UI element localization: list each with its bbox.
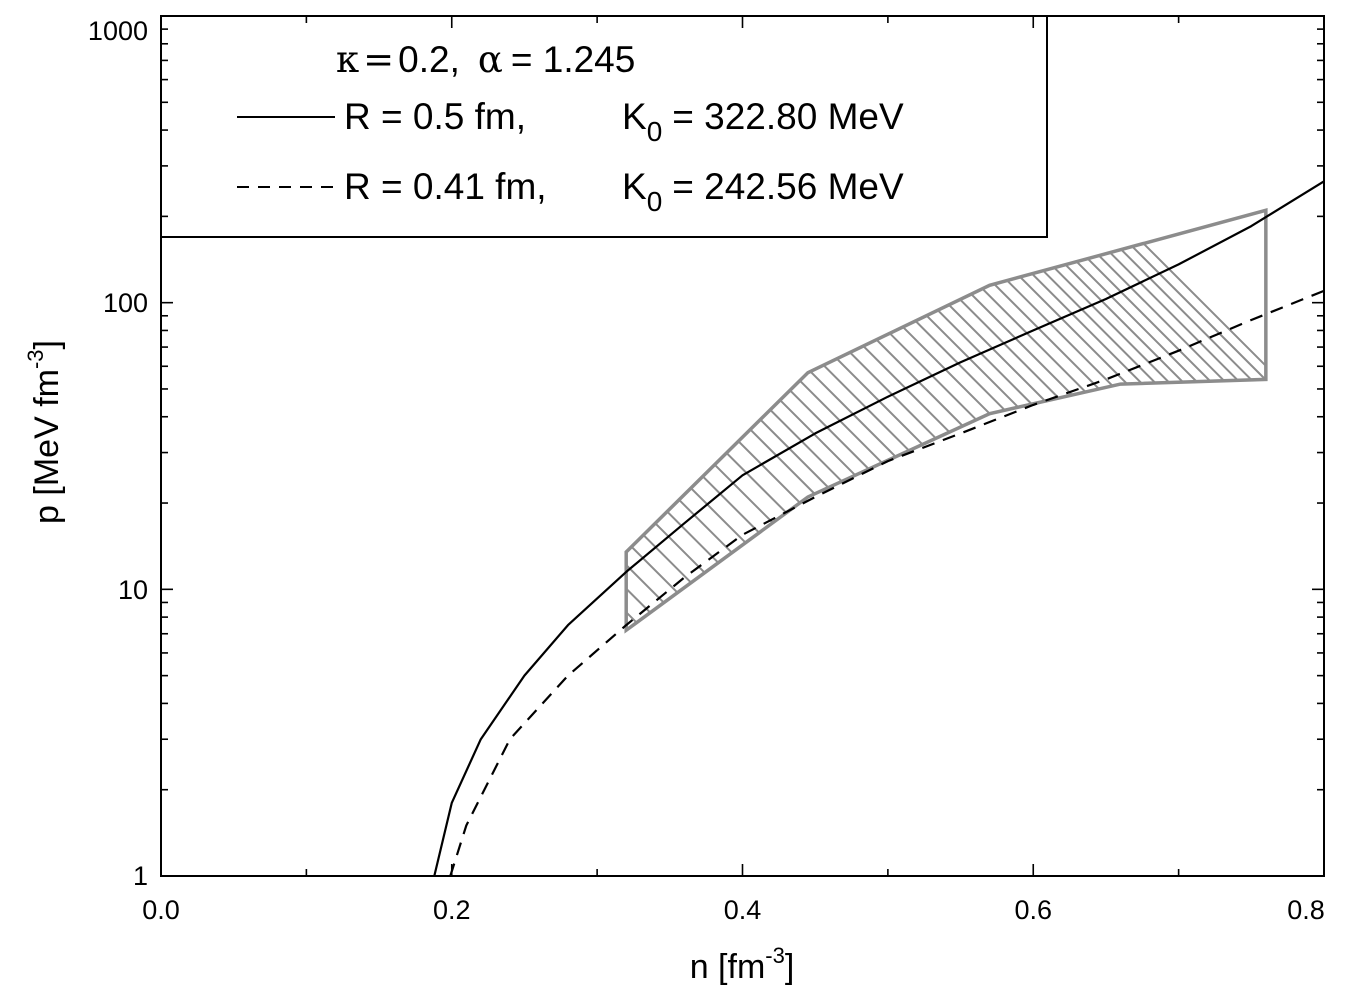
series-solid-line xyxy=(433,180,1324,876)
series-dashed-line xyxy=(449,289,1324,876)
hatched-band xyxy=(624,208,1268,634)
series-lines xyxy=(433,180,1324,876)
x-axis-title-sup: -3 xyxy=(765,943,785,968)
x-axis-title-end: ] xyxy=(785,948,794,986)
legend-k-value: = 242.56 MeV xyxy=(672,166,904,207)
y-axis-title: p [MeV fm-3] xyxy=(23,340,66,524)
legend-box xyxy=(160,15,1048,238)
x-axis-title: n [fm-3] xyxy=(690,943,795,986)
band-outline xyxy=(624,208,1268,634)
alpha-symbol: α xyxy=(478,38,503,81)
x-tick-label: 0.8 xyxy=(1287,895,1325,925)
legend: κ = 0.2, α = 1.245 R = 0.5 fm, K0 = 322.80 MeV… xyxy=(237,38,904,217)
x-tick-labels: 0.0 0.2 0.4 0.6 0.8 xyxy=(142,895,1325,925)
legend-k-sub: 0 xyxy=(647,116,663,147)
x-tick-label: 0.0 xyxy=(142,895,180,925)
legend-k-sub: 0 xyxy=(647,186,663,217)
legend-entry-solid: R = 0.5 fm, K0 = 322.80 MeV xyxy=(344,96,904,147)
y-axis-title-base: p [MeV fm xyxy=(28,369,66,524)
x-tick-label: 0.6 xyxy=(1014,895,1052,925)
kappa-symbol: κ xyxy=(336,38,359,81)
x-tick-label: 0.4 xyxy=(724,895,762,925)
legend-entry-dashed: R = 0.41 fm, K0 = 242.56 MeV xyxy=(344,166,904,217)
legend-k-main: K xyxy=(622,96,647,137)
legend-header: κ = 0.2, α = 1.245 xyxy=(336,38,635,81)
y-tick-label: 10 xyxy=(118,575,148,605)
y-tick-labels: 1 10 100 1000 xyxy=(88,16,148,891)
y-tick-label: 1000 xyxy=(88,16,148,46)
x-tick-label: 0.2 xyxy=(433,895,471,925)
y-axis-title-sup: -3 xyxy=(23,349,48,369)
axis-ticks xyxy=(160,16,1325,877)
band-hatch-lines xyxy=(626,210,1266,627)
legend-r-text: R = 0.5 fm, xyxy=(344,96,526,137)
y-tick-label: 100 xyxy=(103,288,148,318)
alpha-value: = 1.245 xyxy=(511,39,635,80)
y-tick-label: 1 xyxy=(133,861,148,891)
kappa-value: 0.2, xyxy=(398,39,460,80)
legend-r-text: R = 0.41 fm, xyxy=(344,166,547,207)
legend-k-value: = 322.80 MeV xyxy=(672,96,904,137)
kappa-equals: = xyxy=(363,38,394,81)
y-axis-title-end: ] xyxy=(28,340,66,349)
x-axis-title-base: n [fm xyxy=(690,948,766,986)
legend-k-main: K xyxy=(622,166,647,207)
